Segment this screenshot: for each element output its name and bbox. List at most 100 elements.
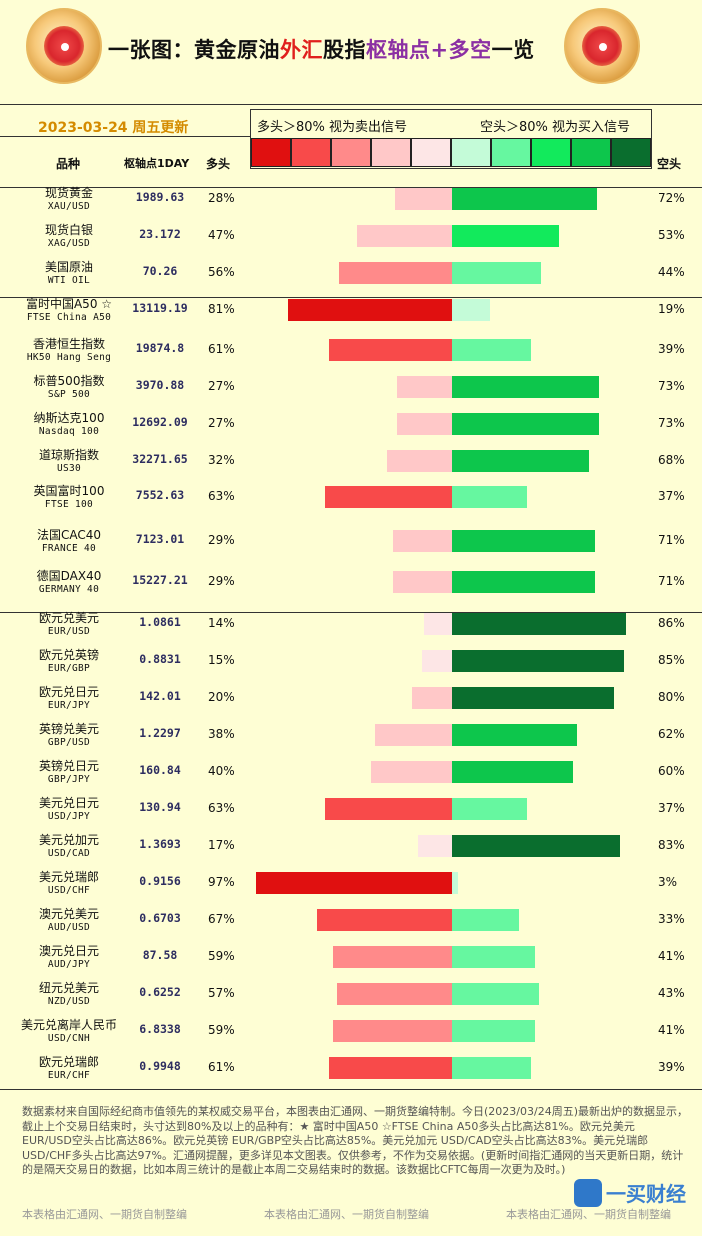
row-name: 香港恒生指数 HK50 Hang Seng xyxy=(14,337,124,365)
pivot-value: 32271.65 xyxy=(132,452,188,466)
pivot-value: 13119.19 xyxy=(132,301,188,315)
date-divider xyxy=(0,136,250,137)
short-pct-label: 73% xyxy=(658,379,685,393)
long-bar xyxy=(329,1057,452,1079)
row-name: 纳斯达克100 Nasdaq 100 xyxy=(14,411,124,439)
short-bar xyxy=(452,188,597,210)
instrument-name: 英镑兑美元 xyxy=(38,722,99,736)
row-name: 美元兑日元 USD/JPY xyxy=(14,796,124,824)
row-name: 现货黄金 XAU/USD xyxy=(14,186,124,214)
short-pct-label: 72% xyxy=(658,191,685,205)
watermark-text: 一买财经 xyxy=(606,1182,686,1206)
credit-2: 本表格由汇通网、一期货自制整编 xyxy=(264,1208,429,1221)
long-bar xyxy=(393,530,452,552)
watermark: 一买财经 xyxy=(574,1178,686,1207)
instrument-code: USD/JPY xyxy=(47,811,91,822)
long-pct-label: 17% xyxy=(208,838,235,852)
footer-note: 数据素材来自国际经纪商市值领先的某权威交易平台，本图表由汇通网、一期货整编特制。… xyxy=(22,1105,688,1176)
long-pct-label: 63% xyxy=(208,489,235,503)
pivot-value: 6.8338 xyxy=(139,1022,181,1036)
instrument-name: 美国原油 xyxy=(44,260,93,274)
short-pct-label: 3% xyxy=(658,875,678,889)
long-pct-label: 63% xyxy=(208,801,235,815)
short-bar xyxy=(452,798,527,820)
short-bar xyxy=(452,687,614,709)
instrument-code: EUR/USD xyxy=(47,626,91,637)
long-bar xyxy=(371,761,452,783)
long-pct-label: 57% xyxy=(208,986,235,1000)
pivot-value: 160.84 xyxy=(139,763,181,777)
short-bar xyxy=(452,835,620,857)
instrument-name: 欧元兑日元 xyxy=(38,685,99,699)
instrument-name: 富时中国A50 ☆ xyxy=(25,297,113,311)
legend-swatch xyxy=(291,138,331,167)
pivot-value: 87.58 xyxy=(142,948,178,962)
instrument-name: 美元兑加元 xyxy=(38,833,99,847)
long-pct-label: 40% xyxy=(208,764,235,778)
instrument-code: FRANCE 40 xyxy=(41,543,97,554)
row-name: 现货白银 XAG/USD xyxy=(14,223,124,251)
short-bar xyxy=(452,613,626,635)
long-pct-label: 61% xyxy=(208,342,235,356)
short-pct-label: 37% xyxy=(658,489,685,503)
row-name: 欧元兑瑞郎 EUR/CHF xyxy=(14,1055,124,1083)
short-pct-label: 68% xyxy=(658,453,685,467)
short-bar xyxy=(452,262,541,284)
instrument-code: XAG/USD xyxy=(47,238,91,249)
row-name: 欧元兑英镑 EUR/GBP xyxy=(14,648,124,676)
long-pct-label: 15% xyxy=(208,653,235,667)
pivot-value: 142.01 xyxy=(139,689,181,703)
instrument-code: GERMANY 40 xyxy=(38,584,100,595)
short-pct-label: 80% xyxy=(658,690,685,704)
short-bar xyxy=(452,486,527,508)
short-bar xyxy=(452,946,535,968)
short-pct-label: 39% xyxy=(658,342,685,356)
long-pct-label: 20% xyxy=(208,690,235,704)
short-bar xyxy=(452,983,539,1005)
row-name: 美元兑瑞郎 USD/CHF xyxy=(14,870,124,898)
table-bottom-divider xyxy=(0,1089,702,1090)
legend-swatch xyxy=(531,138,571,167)
short-pct-label: 53% xyxy=(658,228,685,242)
pivot-value: 3970.88 xyxy=(135,378,185,392)
short-bar xyxy=(452,872,458,894)
short-bar xyxy=(452,450,589,472)
instrument-name: 澳元兑日元 xyxy=(38,944,99,958)
pivot-value: 7123.01 xyxy=(135,532,185,546)
short-pct-label: 43% xyxy=(658,986,685,1000)
pivot-value: 0.8831 xyxy=(139,652,181,666)
pivot-value: 0.9948 xyxy=(139,1059,181,1073)
instrument-name: 美元兑瑞郎 xyxy=(38,870,99,884)
short-pct-label: 60% xyxy=(658,764,685,778)
row-name: 道琼斯指数 US30 xyxy=(14,448,124,476)
instrument-name: 道琼斯指数 xyxy=(38,448,99,462)
long-pct-label: 56% xyxy=(208,265,235,279)
pivot-value: 1.0861 xyxy=(139,615,181,629)
long-pct-label: 59% xyxy=(208,949,235,963)
legend-swatch xyxy=(491,138,531,167)
long-bar xyxy=(422,650,452,672)
pivot-value: 0.6252 xyxy=(139,985,181,999)
long-bar xyxy=(325,486,452,508)
row-name: 美元兑加元 USD/CAD xyxy=(14,833,124,861)
pivot-value: 130.94 xyxy=(139,800,181,814)
instrument-name: 法国CAC40 xyxy=(36,528,102,542)
pivot-value: 7552.63 xyxy=(135,488,185,502)
long-pct-label: 29% xyxy=(208,533,235,547)
section-divider-indices xyxy=(0,297,702,298)
credit-3: 本表格由汇通网、一期货自制整编 xyxy=(506,1208,671,1221)
col-header-name: 品种 xyxy=(56,157,81,171)
instrument-code: EUR/GBP xyxy=(47,663,91,674)
row-name: 欧元兑美元 EUR/USD xyxy=(14,611,124,639)
long-bar xyxy=(375,724,452,746)
pivot-value: 19874.8 xyxy=(135,341,185,355)
long-pct-label: 47% xyxy=(208,228,235,242)
short-bar xyxy=(452,1057,531,1079)
brand-logo-left xyxy=(26,8,102,84)
col-header-pivot: 枢轴点1DAY xyxy=(124,157,190,170)
instrument-code: FTSE 100 xyxy=(44,499,94,510)
short-pct-label: 73% xyxy=(658,416,685,430)
long-bar xyxy=(418,835,452,857)
short-pct-label: 37% xyxy=(658,801,685,815)
short-bar xyxy=(452,225,559,247)
